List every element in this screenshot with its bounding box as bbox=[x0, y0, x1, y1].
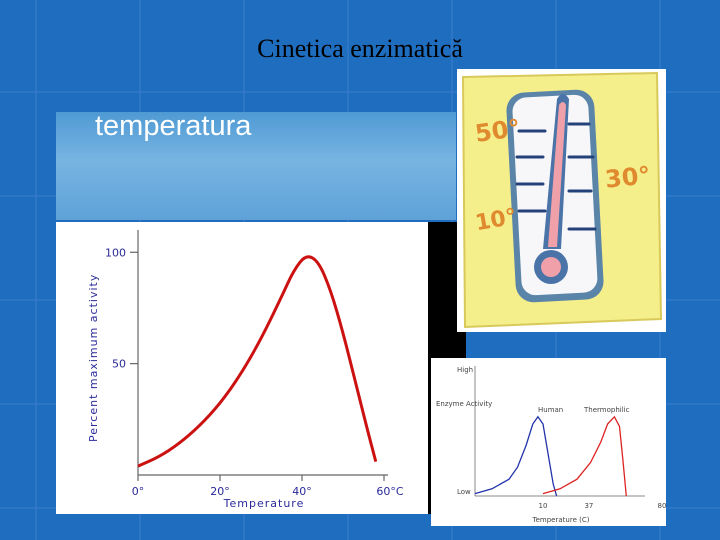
y-axis-label: Percent maximum activity bbox=[87, 274, 100, 442]
x-tick-label: 60°C bbox=[376, 485, 403, 498]
thermometer-label-30: 30° bbox=[604, 161, 652, 194]
activity-chart: Percent maximum activity 50 100 0° 20° 40° 6… bbox=[56, 222, 428, 514]
x-tick-label: 10 bbox=[539, 502, 548, 510]
activity-series-line bbox=[137, 255, 378, 468]
legend-thermophilic: Thermophilic bbox=[583, 406, 630, 414]
y-tick-label: 50 bbox=[112, 358, 126, 371]
y-tick-high: High bbox=[457, 366, 473, 374]
y-tick-low: Low bbox=[457, 488, 471, 496]
x-tick-label: 0° bbox=[132, 485, 145, 498]
thermophilic-series-line bbox=[542, 415, 627, 497]
y-tick-label: 100 bbox=[105, 246, 126, 259]
legend-human: Human bbox=[538, 406, 563, 414]
slide-title: Cinetica enzimatică bbox=[257, 34, 463, 63]
thermophile-chart: High Low Enzyme Activity Human Thermophi… bbox=[431, 358, 666, 526]
thermometer-illustration: 50° 30° 10° bbox=[457, 69, 666, 332]
x-tick-label: 37 bbox=[584, 502, 593, 510]
x-tick-label: 20° bbox=[210, 485, 230, 498]
slide-subtitle: temperatura bbox=[95, 110, 252, 142]
x-axis-label: Temperature (C) bbox=[532, 516, 590, 524]
y-axis-label: Enzyme Activity bbox=[436, 400, 492, 408]
x-axis-label: Temperature bbox=[223, 497, 305, 510]
x-tick-label: 80 bbox=[658, 502, 666, 510]
x-tick-label: 40° bbox=[292, 485, 312, 498]
human-series-line bbox=[474, 415, 558, 497]
water-image bbox=[56, 112, 456, 220]
thermometer-label-50: 50° bbox=[473, 114, 522, 148]
